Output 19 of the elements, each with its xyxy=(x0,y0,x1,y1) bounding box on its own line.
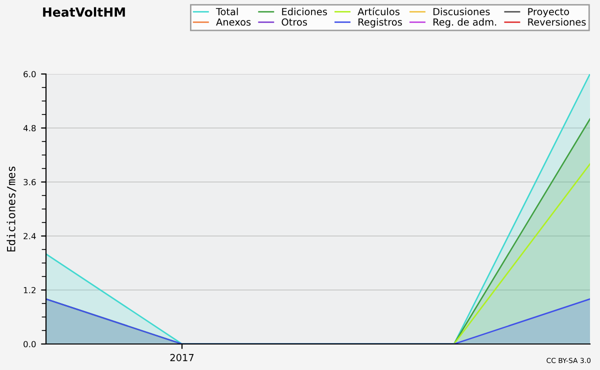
y-tick-label: 6.0 xyxy=(24,70,36,78)
legend-label: Discusiones xyxy=(433,8,490,16)
chart-title: HeatVoltHM xyxy=(43,7,125,17)
legend-label: Reversiones xyxy=(528,18,586,26)
legend-label: Ediciones xyxy=(282,8,327,16)
legend-label: Anexos xyxy=(216,18,251,26)
y-tick-label: 3.6 xyxy=(24,178,36,186)
x-tick-label: 2017 xyxy=(170,354,194,362)
legend-label: Proyecto xyxy=(528,8,569,18)
y-tick-label: 0.0 xyxy=(24,340,36,348)
legend-label: Registros xyxy=(358,18,402,28)
y-tick-label: 4.8 xyxy=(23,124,36,132)
legend-label: Reg. de adm. xyxy=(433,18,496,28)
legend-label: Artículos xyxy=(358,7,400,16)
y-axis-title: Ediciones/mes xyxy=(6,166,16,252)
y-tick-label: 1.2 xyxy=(24,286,36,294)
y-tick-label: 2.4 xyxy=(24,232,36,240)
legend-label: Total xyxy=(216,8,238,16)
legend-label: Otros xyxy=(282,18,307,26)
